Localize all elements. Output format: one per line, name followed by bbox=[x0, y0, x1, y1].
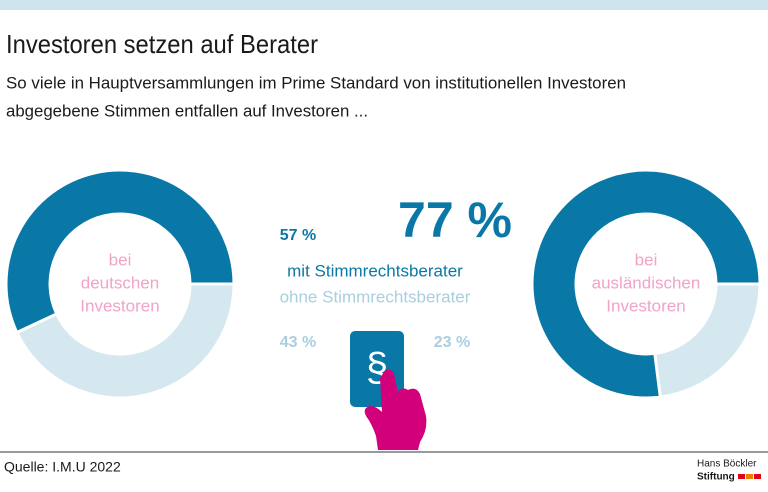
subtitle: abgegebene Stimmen entfallen auf Investo… bbox=[6, 101, 368, 120]
logo-text: Stiftung bbox=[697, 472, 735, 483]
center-label: ausländischen bbox=[592, 273, 701, 292]
logo-mark bbox=[738, 474, 761, 479]
logo-text: Hans Böckler bbox=[697, 459, 757, 470]
value-label: 77 % bbox=[398, 192, 512, 248]
center-label: Investoren bbox=[606, 296, 685, 315]
center-label: bei bbox=[635, 250, 658, 269]
chart-title: Investoren setzen auf Berater bbox=[6, 29, 318, 59]
value-label: 57 % bbox=[280, 227, 316, 244]
donut-segment bbox=[530, 168, 762, 400]
donut-segment bbox=[4, 168, 236, 335]
center-label: Investoren bbox=[80, 296, 159, 315]
value-label: 43 % bbox=[280, 334, 316, 351]
legend-label: ohne Stimmrechtsberater bbox=[280, 287, 471, 306]
center-label: deutschen bbox=[81, 273, 159, 292]
subtitle: So viele in Hauptversammlungen im Prime … bbox=[6, 73, 626, 92]
source: Quelle: I.M.U 2022 bbox=[4, 459, 121, 475]
center-label: bei bbox=[109, 250, 132, 269]
top-bar bbox=[0, 0, 768, 10]
icon: § bbox=[350, 331, 427, 450]
legend-label: mit Stimmrechtsberater bbox=[287, 261, 463, 280]
donut-segment bbox=[14, 282, 236, 400]
value-label: 23 % bbox=[434, 334, 470, 351]
